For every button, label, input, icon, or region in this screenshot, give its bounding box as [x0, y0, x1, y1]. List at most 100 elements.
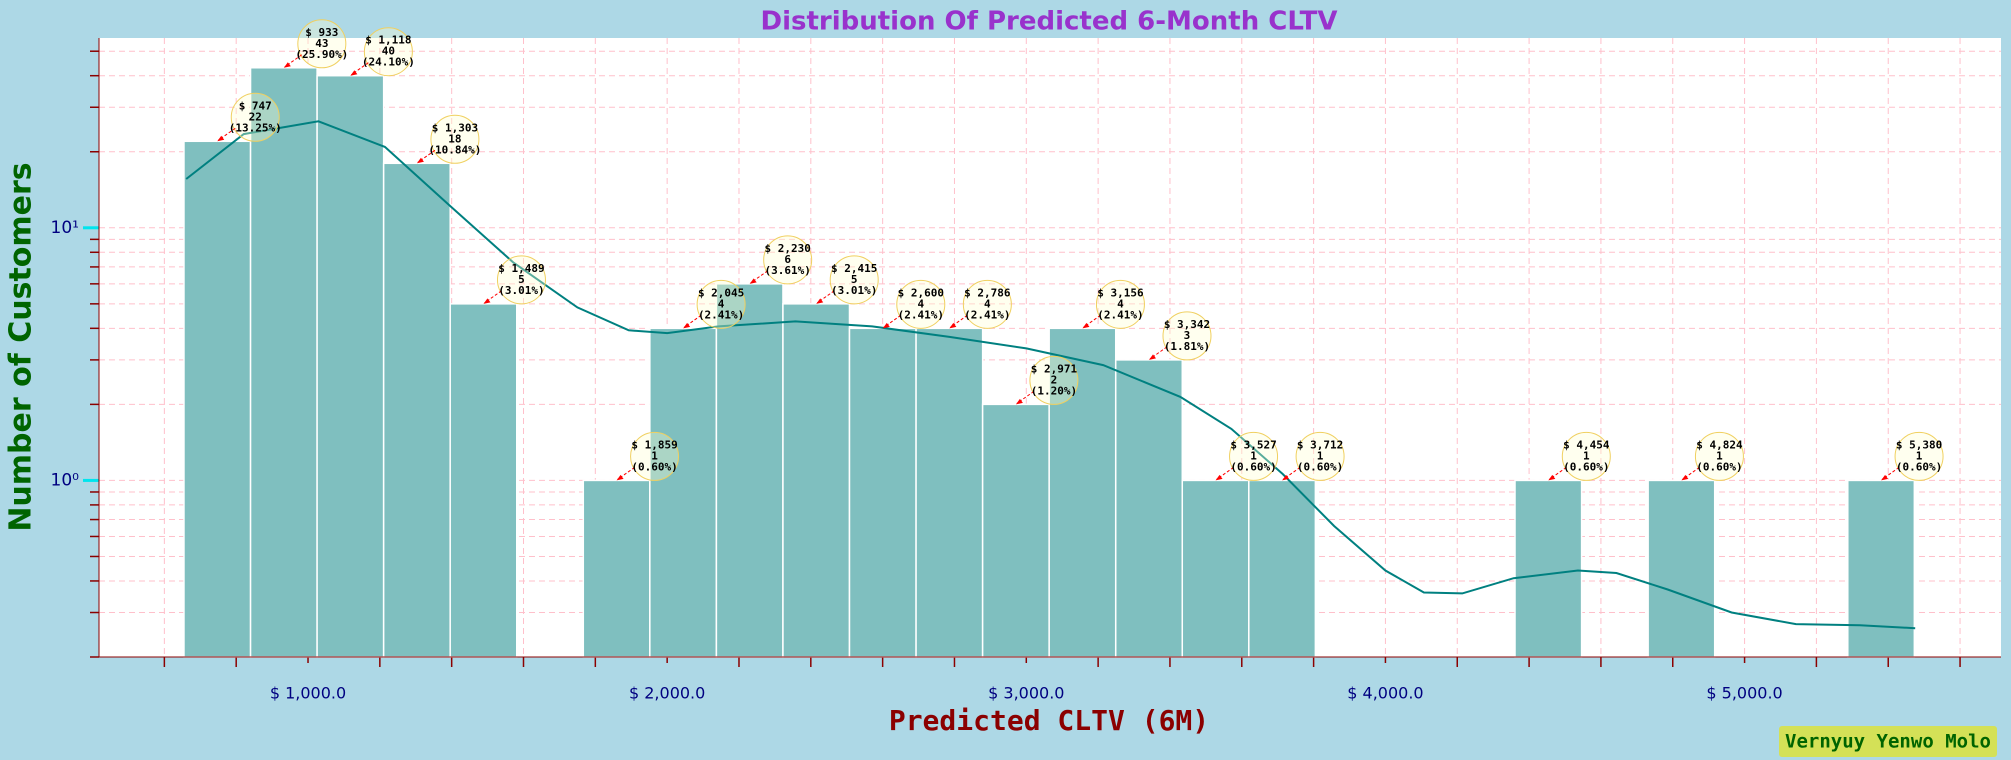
annotation-arrowhead: [1881, 474, 1889, 481]
x-tick-label: $ 1,000.0: [270, 684, 346, 703]
annotation-bubble: [230, 92, 280, 142]
bar: [915, 327, 984, 658]
annotation-arrowhead: [350, 70, 358, 76]
annotation-bubble: [962, 279, 1012, 329]
annotation-percent: (2.41%): [964, 308, 1010, 321]
annotation-percent: (10.84%): [428, 143, 481, 156]
annotation-count: 3: [1184, 329, 1191, 342]
y-tick-label: 10⁰: [51, 470, 80, 490]
annotation-percent: (2.41%): [898, 308, 944, 321]
annotation-arrowhead: [882, 322, 890, 329]
bar: [782, 303, 851, 658]
bar: [1248, 479, 1317, 658]
annotation-count: 5: [851, 273, 858, 286]
annotation-percent: (0.60%): [1896, 460, 1942, 473]
annotation-percent: (0.60%): [1696, 460, 1742, 473]
annotation-arrowhead: [683, 322, 691, 329]
annotation-count: 1: [1916, 449, 1923, 462]
annotation-bin: $ 3,156: [1097, 286, 1144, 299]
annotation-bubble: [896, 279, 946, 329]
chart-title: Distribution Of Predicted 6-Month CLTV: [761, 7, 1338, 37]
annotation-bin: $ 4,454: [1563, 438, 1610, 451]
annotation-arrowhead: [816, 298, 824, 304]
annotation-bubble: [1029, 355, 1079, 405]
bar: [1514, 479, 1583, 658]
annotation-percent: (25.90%): [295, 48, 348, 61]
annotation-arrowhead: [483, 298, 491, 304]
annotation-bubble: [430, 114, 480, 164]
x-tick-label: $ 5,000.0: [1706, 684, 1782, 703]
bar: [183, 140, 252, 658]
annotation-percent: (3.61%): [764, 264, 810, 277]
annotation-count: 1: [1250, 449, 1257, 462]
annotation-bin: $ 4,824: [1696, 438, 1743, 451]
x-axis-label: Predicted CLTV (6M): [889, 704, 1209, 737]
annotation-count: 1: [651, 449, 658, 462]
annotation-bin: $ 1,303: [432, 121, 478, 134]
bar: [449, 303, 518, 658]
annotation-count: 2: [1051, 373, 1058, 386]
annotation-bin: $ 5,380: [1896, 438, 1942, 451]
annotation-count: 4: [917, 297, 924, 310]
annotation-count: 4: [718, 297, 725, 310]
bar: [1181, 479, 1250, 658]
annotation-percent: (3.01%): [831, 284, 877, 297]
watermark: Vernyuy Yenwo Molo: [1785, 731, 1991, 753]
bar: [649, 327, 718, 658]
y-tick-label: 10¹: [51, 218, 79, 238]
annotation-count: 40: [382, 45, 395, 58]
annotation-bubble: [363, 27, 413, 77]
x-tick-label: $ 2,000.0: [629, 684, 705, 703]
y-axis-label: Number of Customers: [4, 162, 39, 531]
bar: [848, 327, 917, 658]
bar: [1847, 479, 1916, 658]
bar: [582, 479, 651, 658]
bar: [382, 162, 451, 658]
annotation-bin: $ 2,600: [898, 286, 944, 299]
annotation-bubble: [1162, 311, 1212, 361]
annotation-arrowhead: [1082, 322, 1090, 329]
annotation-bin: $ 1,118: [365, 34, 411, 47]
annotation-bin: $ 1,859: [631, 438, 677, 451]
annotation-bin: $ 747: [239, 99, 272, 112]
annotation-count: 4: [984, 297, 991, 310]
annotation-bubble: [696, 279, 746, 329]
annotation-arrowhead: [416, 157, 424, 164]
x-tick-label: $ 4,000.0: [1347, 684, 1423, 703]
annotation-percent: (0.60%): [631, 460, 677, 473]
annotation-arrowhead: [949, 322, 957, 329]
annotation-count: 5: [518, 273, 525, 286]
annotation-percent: (24.10%): [362, 56, 415, 69]
annotation-arrowhead: [1148, 354, 1156, 360]
annotation-count: 6: [784, 253, 791, 266]
bar: [1114, 359, 1184, 658]
annotation-bin: $ 3,527: [1230, 438, 1276, 451]
bar: [316, 74, 385, 658]
annotation-count: 43: [315, 37, 328, 50]
annotation-bin: $ 2,045: [698, 286, 744, 299]
annotation-bubble: [630, 431, 680, 481]
annotation-bin: $ 2,415: [831, 262, 877, 275]
annotation-percent: (0.60%): [1297, 460, 1343, 473]
annotation-percent: (0.60%): [1563, 460, 1609, 473]
x-tick-label: $ 3,000.0: [988, 684, 1064, 703]
annotation-bubble: [297, 19, 347, 69]
annotation-bubble: [1894, 431, 1944, 481]
annotation-bin: $ 2,786: [964, 286, 1011, 299]
annotation-arrowhead: [217, 135, 225, 142]
annotation-arrowhead: [1215, 474, 1223, 481]
annotation-percent: (1.20%): [1031, 384, 1077, 397]
annotation-bubble: [1561, 431, 1611, 481]
annotation-percent: (3.01%): [498, 284, 544, 297]
annotation-arrowhead: [1548, 474, 1556, 481]
annotation-percent: (2.41%): [1097, 308, 1143, 321]
annotation-percent: (1.81%): [1164, 340, 1210, 353]
annotation-bubble: [1295, 431, 1345, 481]
kde-line: [185, 120, 1916, 630]
annotation-bubble: [829, 255, 879, 305]
bar: [1647, 479, 1716, 658]
annotation-percent: (0.60%): [1230, 460, 1276, 473]
annotation-bubble: [1694, 431, 1744, 481]
